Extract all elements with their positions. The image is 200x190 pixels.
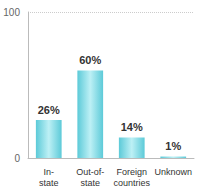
svg-text:100: 100 [3,7,20,18]
svg-text:state: state [39,178,59,188]
svg-text:26%: 26% [38,104,60,116]
svg-text:14%: 14% [121,121,143,133]
svg-text:Foreign: Foreign [116,167,147,177]
svg-text:1%: 1% [165,140,181,152]
svg-text:countries: countries [113,178,150,188]
svg-text:Unknown: Unknown [154,167,192,177]
svg-text:In-: In- [43,167,54,177]
svg-text:0: 0 [14,153,20,164]
svg-text:state: state [80,178,100,188]
svg-text:Out-of-: Out-of- [76,167,104,177]
svg-text:60%: 60% [79,54,101,66]
